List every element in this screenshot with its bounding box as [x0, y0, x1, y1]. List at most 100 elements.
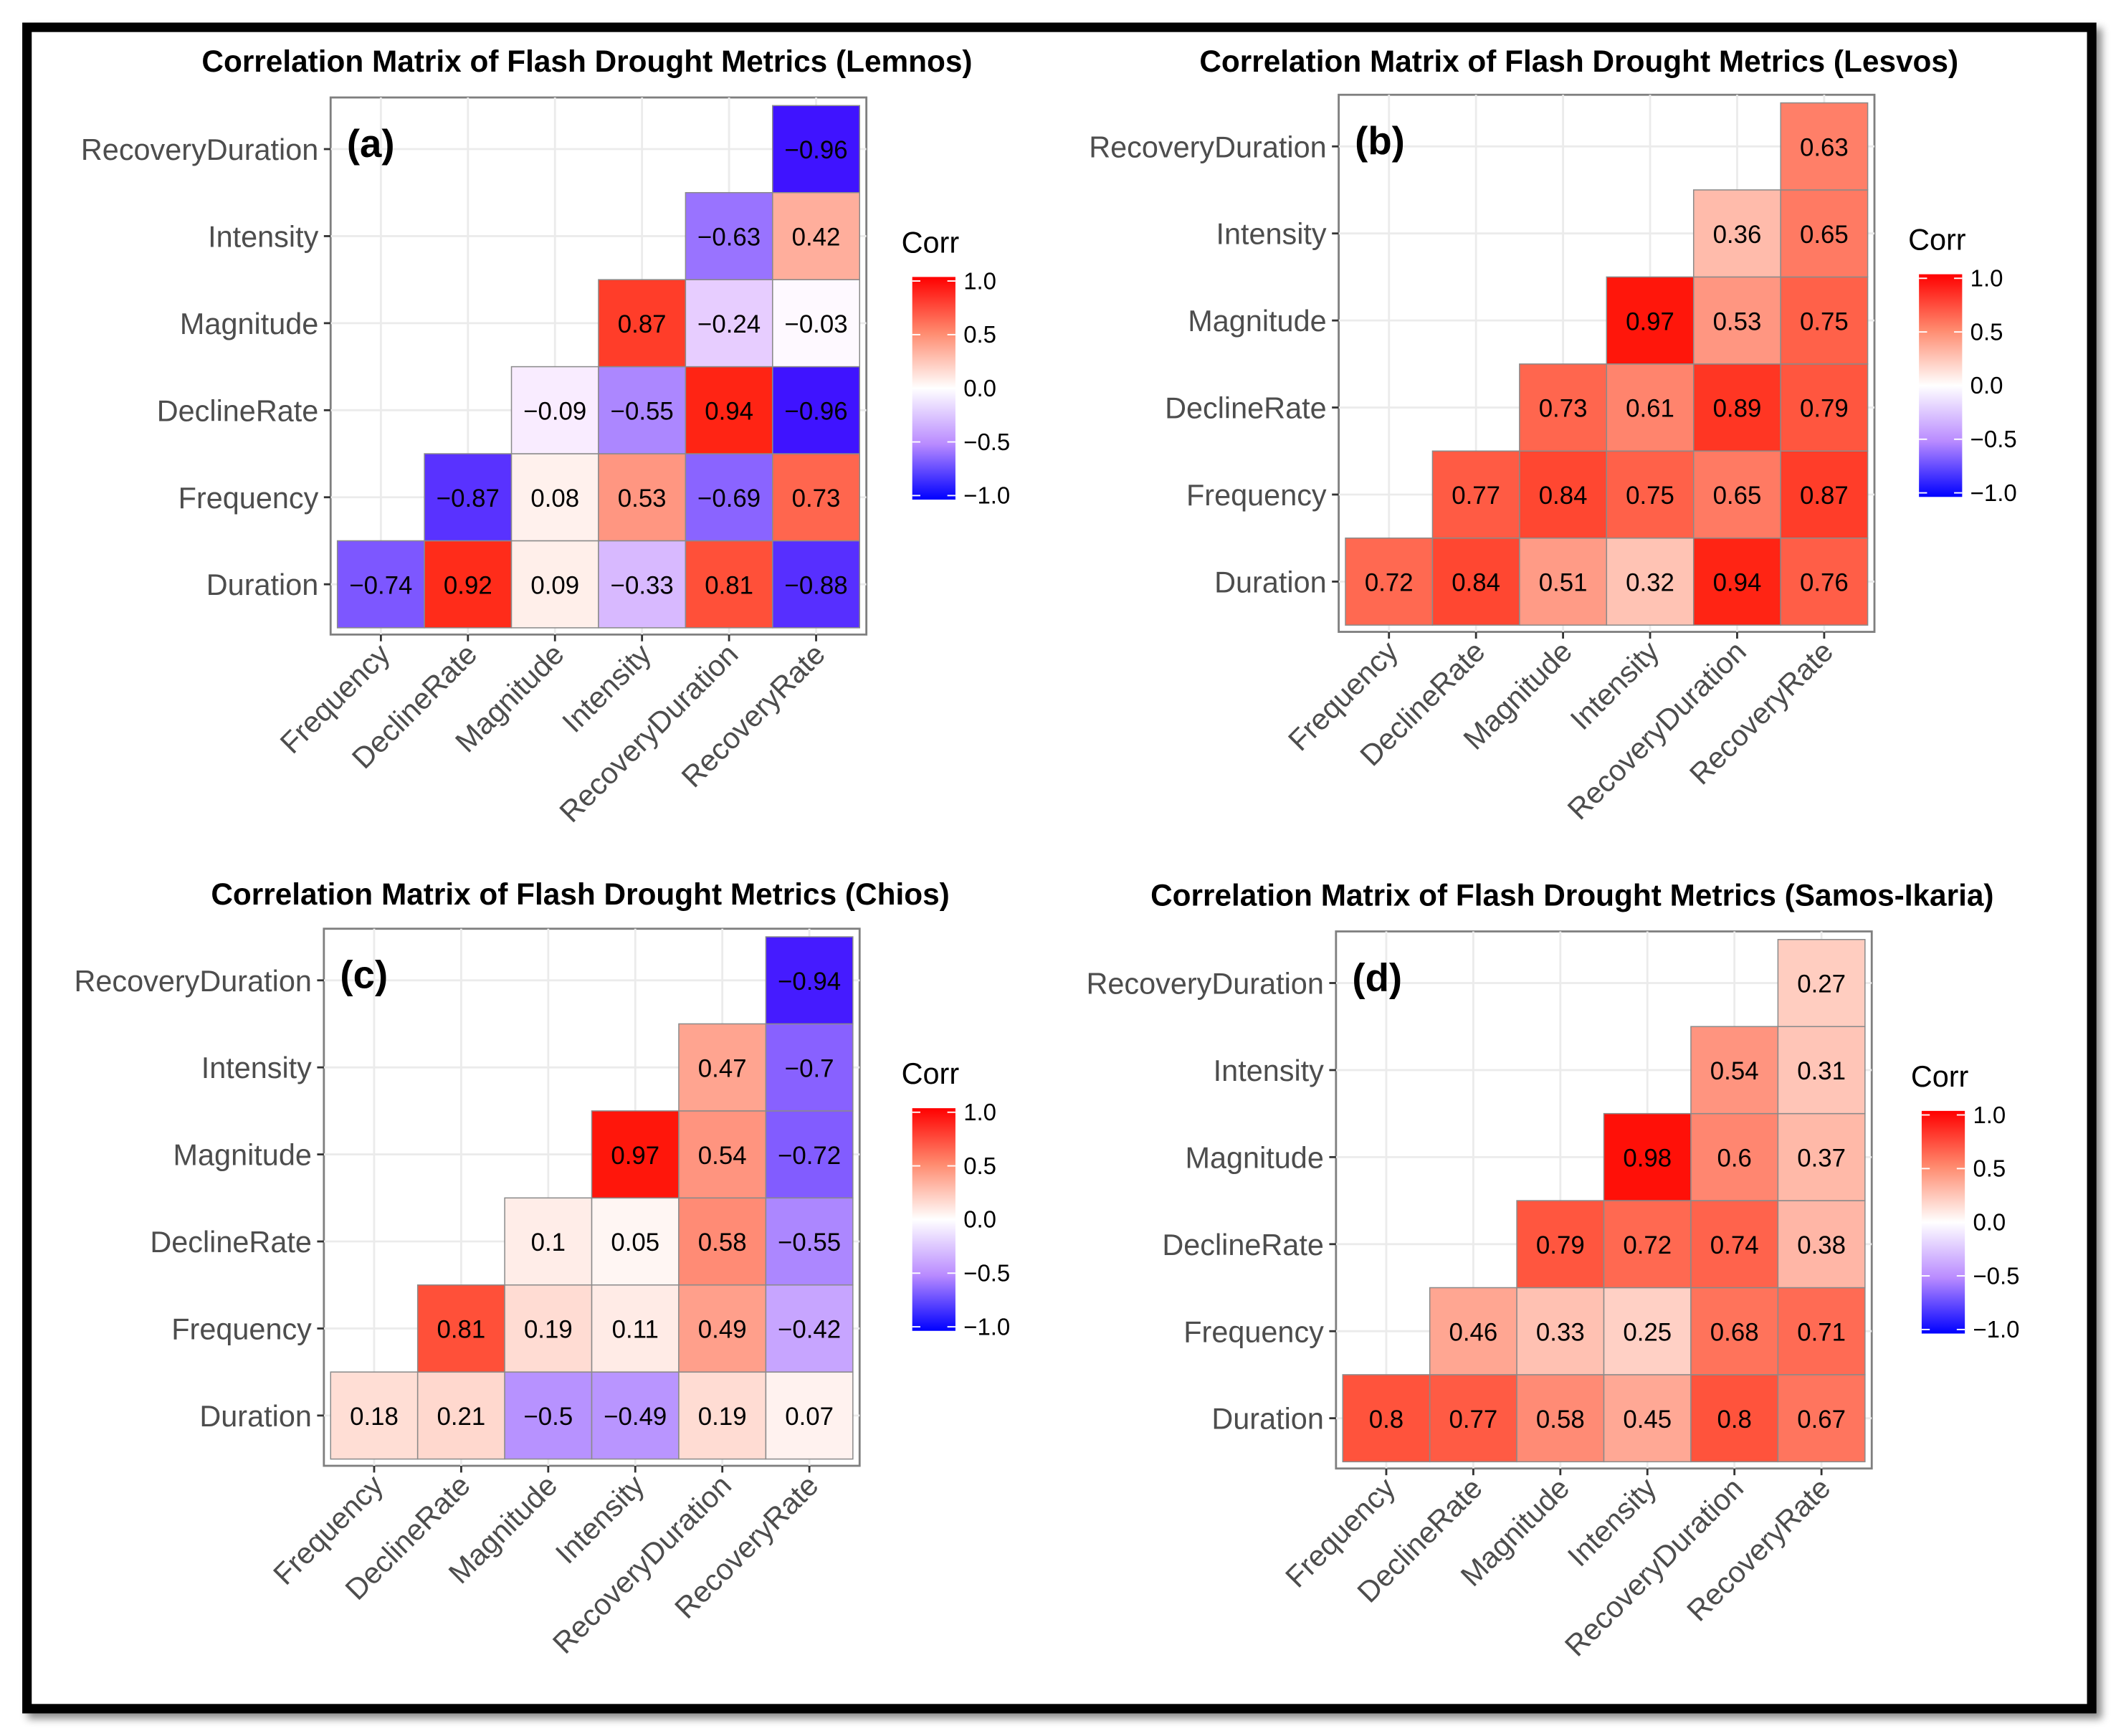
legend-tick-label: 0.5: [963, 321, 996, 348]
legend-tick-label: 0.5: [1973, 1155, 2006, 1182]
cell-value-label: −0.09: [523, 397, 586, 425]
heatmap-cell: [1777, 939, 1866, 1027]
heatmap-cell: [1431, 537, 1520, 626]
cell-value-label: 0.92: [444, 571, 492, 599]
cell-value-label: 0.63: [1800, 133, 1849, 161]
y-tick-label: RecoveryDuration: [81, 133, 318, 166]
heatmap-cell: [591, 1371, 680, 1460]
cell-value-label: 0.71: [1797, 1318, 1846, 1346]
heatmap-cell: [598, 453, 687, 542]
y-tick-label: DeclineRate: [150, 1226, 312, 1259]
y-tick-label: Frequency: [171, 1313, 312, 1346]
cell-value-label: 0.61: [1626, 395, 1674, 423]
cell-value-label: 0.79: [1800, 395, 1849, 423]
cell-value-label: −0.96: [784, 397, 847, 425]
cell-value-label: −0.96: [784, 136, 847, 164]
heatmap-cell: [510, 453, 599, 542]
cell-value-label: −0.5: [523, 1403, 573, 1431]
heatmap-cell: [685, 540, 773, 629]
legend-tick-label: 0.5: [1970, 318, 2003, 345]
cell-value-label: −0.88: [784, 571, 847, 599]
heatmap-cell: [678, 1284, 767, 1373]
legend-tick-label: 0.0: [1970, 372, 2003, 399]
heatmap-cell: [1690, 1026, 1779, 1115]
heatmap-cell: [1780, 189, 1869, 278]
cell-value-label: 0.84: [1539, 482, 1588, 510]
legend-tick-label: −0.5: [963, 429, 1010, 455]
heatmap-cell: [765, 1197, 854, 1286]
y-tick-label: Duration: [206, 568, 319, 601]
heatmap-panel-c: Correlation Matrix of Flash Drought Metr…: [74, 877, 1010, 1660]
heatmap-cell: [1345, 537, 1434, 626]
chart-title: Correlation Matrix of Flash Drought Metr…: [211, 877, 949, 911]
panel-label: (a): [347, 122, 395, 166]
heatmap-cell: [1603, 1287, 1692, 1375]
heatmap-cell: [1342, 1374, 1431, 1463]
cell-value-label: −0.7: [785, 1054, 834, 1082]
legend-title: Corr: [902, 226, 960, 259]
cell-value-label: 0.07: [785, 1403, 834, 1431]
cell-value-label: 0.97: [1626, 307, 1674, 335]
cell-value-label: 0.74: [1710, 1231, 1759, 1259]
heatmap-cell: [1692, 450, 1781, 539]
legend-tick-label: 0.0: [1973, 1208, 2006, 1235]
heatmap-cell: [416, 1371, 505, 1460]
heatmap-cell: [591, 1110, 680, 1199]
heatmap-cell: [510, 540, 599, 629]
heatmap-cell: [1516, 1287, 1605, 1375]
cell-value-label: −0.74: [349, 571, 412, 599]
heatmap-cell: [772, 105, 861, 194]
legend-tick-label: −1.0: [1970, 480, 2017, 506]
cell-value-label: 0.87: [1800, 482, 1849, 510]
heatmap-cell: [510, 366, 599, 454]
heatmap-cell: [598, 279, 687, 368]
heatmap-cell: [424, 453, 513, 542]
legend-title: Corr: [1908, 224, 1966, 257]
cell-value-label: 0.19: [524, 1316, 573, 1344]
legend-tick-label: 1.0: [1973, 1102, 2006, 1128]
cell-value-label: −0.24: [697, 310, 761, 338]
cell-value-label: −0.94: [778, 968, 841, 996]
panel-label: (b): [1355, 119, 1405, 163]
cell-value-label: −0.33: [611, 571, 674, 599]
heatmap-cell: [1777, 1026, 1866, 1115]
heatmap-cell: [772, 366, 861, 454]
cell-value-label: 0.53: [1713, 307, 1762, 335]
legend-title: Corr: [1911, 1060, 1969, 1093]
cell-value-label: 0.81: [705, 571, 753, 599]
y-tick-label: Magnitude: [180, 307, 318, 340]
cell-value-label: 0.68: [1710, 1318, 1759, 1346]
heatmap-cell: [598, 366, 687, 454]
y-tick-label: RecoveryDuration: [1089, 130, 1326, 163]
cell-value-label: −0.49: [604, 1403, 667, 1431]
heatmap-cell: [1429, 1374, 1517, 1463]
y-tick-label: Duration: [1214, 566, 1327, 598]
heatmap-cell: [765, 1371, 854, 1460]
cell-value-label: 0.72: [1365, 569, 1414, 597]
cell-value-label: 0.11: [612, 1316, 659, 1344]
y-tick-label: DeclineRate: [157, 394, 319, 427]
cell-value-label: 0.1: [531, 1229, 566, 1256]
cell-value-label: 0.75: [1800, 307, 1849, 335]
heatmap-cell: [1516, 1374, 1605, 1463]
cell-value-label: 0.58: [698, 1229, 747, 1256]
legend-tick-label: 0.5: [963, 1153, 996, 1179]
legend-title: Corr: [902, 1057, 960, 1090]
heatmap-cell: [1431, 450, 1520, 539]
y-tick-label: Frequency: [1183, 1315, 1324, 1348]
cell-value-label: 0.77: [1449, 1406, 1498, 1434]
heatmap-cell: [1690, 1112, 1779, 1201]
cell-value-label: 0.32: [1626, 569, 1674, 597]
y-tick-label: Magnitude: [1186, 1141, 1324, 1174]
heatmap-cell: [504, 1197, 593, 1286]
heatmap-cell: [1777, 1200, 1866, 1289]
cell-value-label: 0.77: [1452, 482, 1500, 510]
legend-tick-label: −1.0: [963, 1313, 1010, 1340]
heatmap-cell: [1777, 1112, 1866, 1201]
panel-label: (d): [1352, 955, 1402, 999]
panel-label: (c): [340, 953, 388, 997]
cell-value-label: 0.8: [1717, 1406, 1751, 1434]
